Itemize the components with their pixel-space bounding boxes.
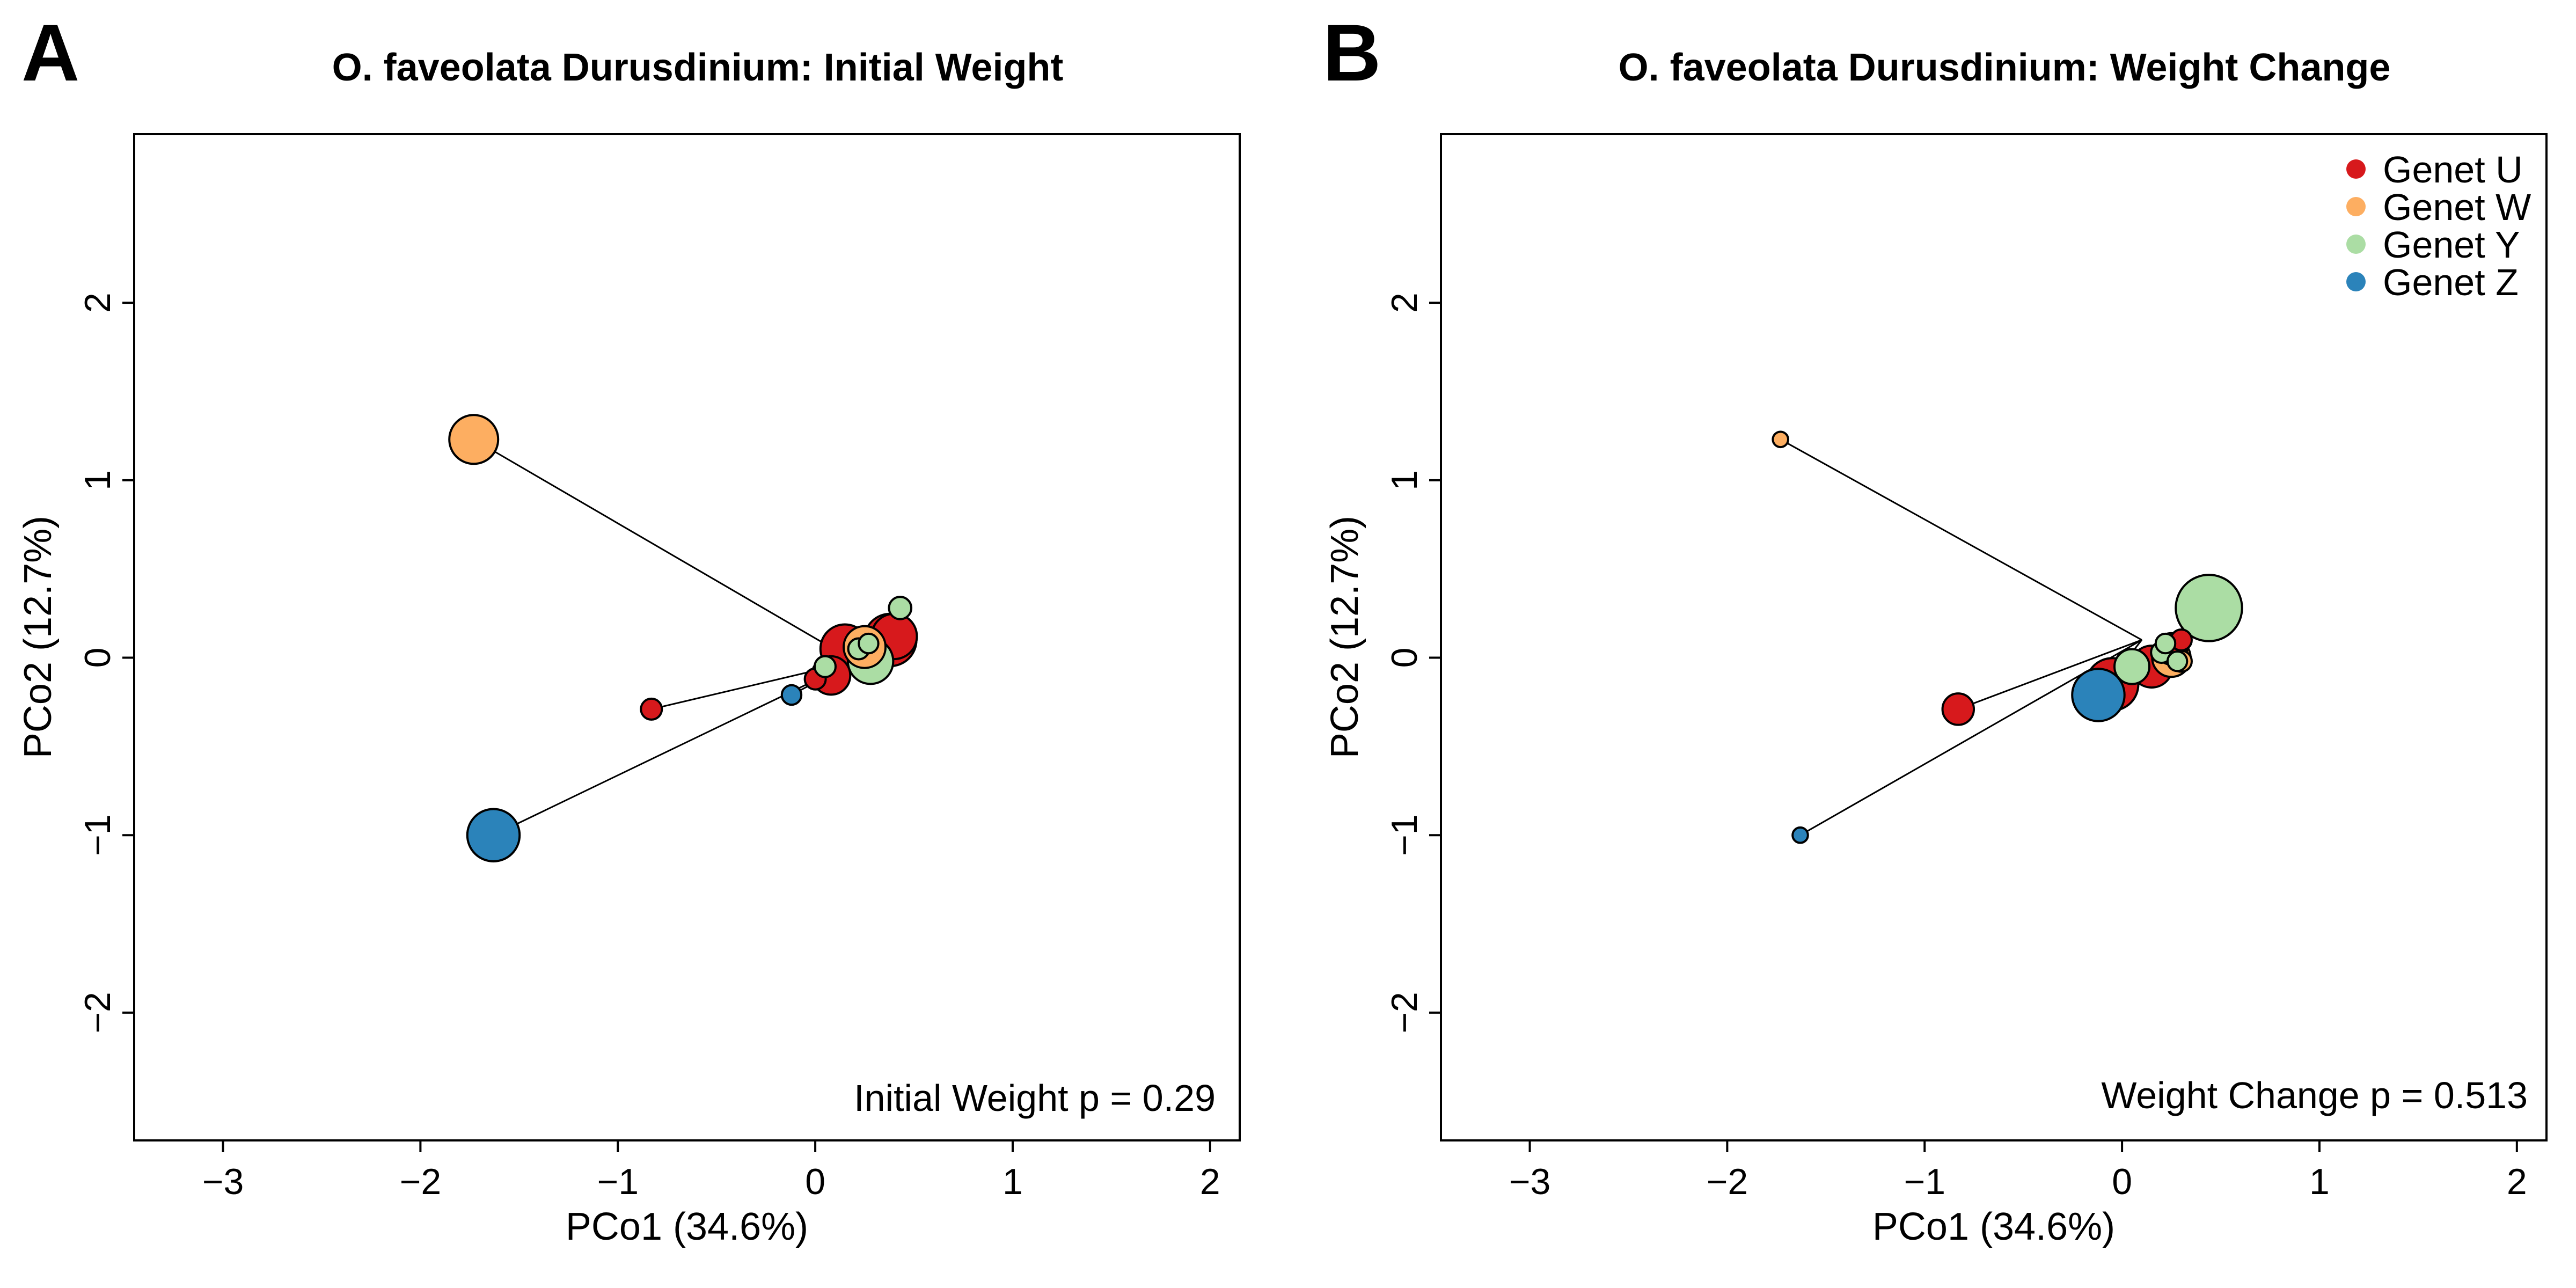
spoke-line (493, 660, 855, 836)
x-axis-label: PCo1 (34.6%) (566, 1205, 808, 1248)
point-genet-y (2113, 648, 2150, 685)
x-axis-label: PCo1 (34.6%) (1872, 1205, 2115, 1248)
point-genet-y (2175, 574, 2243, 642)
point-genet-y (814, 655, 837, 678)
spoke-line (473, 438, 855, 662)
y-axis-label: PCo2 (12.7%) (17, 516, 60, 758)
point-genet-z (780, 684, 803, 706)
plot-frame (133, 133, 1241, 1141)
point-genet-u (1941, 692, 1975, 726)
p-value-annotation: Initial Weight p = 0.29 (854, 1077, 1216, 1119)
plot-frame (1440, 133, 2548, 1141)
spoke-line (1958, 639, 2142, 710)
point-genet-z (466, 808, 521, 862)
spokes-group (1780, 438, 2143, 836)
legend-label: Genet W (2383, 186, 2531, 228)
x-axis: −3 −2 −1 0 1 2 (202, 1140, 1220, 1202)
p-value-annotation: Weight Change p = 0.513 (2101, 1074, 2528, 1116)
y-tick-label: −1 (1384, 814, 1425, 856)
y-axis: −2 −1 0 1 2 (1384, 292, 1441, 1034)
points-group (448, 414, 918, 862)
point-genet-w (1772, 430, 1790, 449)
y-tick-label: 0 (1384, 648, 1425, 668)
y-tick-label: 1 (1384, 470, 1425, 491)
panel-a: A O. faveolata Durusdinium: Initial Weig… (17, 8, 1241, 1248)
panel-b: B O. faveolata Durusdinium: Weight Chang… (1323, 8, 2548, 1248)
chart-title: O. faveolata Durusdinium: Weight Change (1619, 46, 2391, 89)
x-tick-label: −3 (202, 1161, 244, 1202)
spoke-line (1780, 438, 2142, 641)
point-genet-u (640, 697, 663, 721)
x-tick-label: −1 (1904, 1161, 1945, 1202)
legend-swatch (2346, 197, 2366, 216)
y-tick-label: −2 (1384, 992, 1425, 1034)
point-genet-w (448, 414, 500, 465)
x-axis: −3 −2 −1 0 1 2 (1509, 1140, 2527, 1202)
x-tick-label: 2 (2507, 1161, 2527, 1202)
spokes-group (473, 438, 855, 836)
x-tick-label: 0 (2112, 1161, 2132, 1202)
x-tick-label: −3 (1509, 1161, 1551, 1202)
x-tick-label: 2 (1200, 1161, 1220, 1202)
y-tick-label: −1 (77, 814, 118, 856)
x-tick-label: −1 (597, 1161, 639, 1202)
y-tick-label: 0 (77, 648, 118, 668)
legend-label: Genet Z (2383, 261, 2519, 303)
y-axis: −2 −1 0 1 2 (77, 292, 134, 1034)
x-tick-label: −2 (1707, 1161, 1748, 1202)
point-genet-y (858, 632, 880, 655)
legend-swatch (2346, 235, 2366, 254)
x-tick-label: 1 (2309, 1161, 2330, 1202)
points-group (1772, 430, 2243, 844)
point-genet-y (888, 596, 913, 620)
x-tick-label: 1 (1002, 1161, 1023, 1202)
legend-swatch (2346, 272, 2366, 291)
legend-label: Genet U (2383, 149, 2523, 191)
legend-swatch (2346, 159, 2366, 179)
point-genet-z (2071, 668, 2126, 722)
x-tick-label: 0 (805, 1161, 825, 1202)
x-tick-label: −2 (400, 1161, 442, 1202)
y-tick-label: −2 (77, 992, 118, 1034)
y-tick-label: 2 (1384, 292, 1425, 313)
point-genet-y (2154, 632, 2177, 655)
y-axis-label: PCo2 (12.7%) (1323, 516, 1366, 758)
panel-letter: B (1323, 8, 1381, 98)
panel-letter: A (21, 8, 79, 98)
y-tick-label: 2 (77, 292, 118, 313)
legend-label: Genet Y (2383, 224, 2520, 266)
point-genet-y (2166, 650, 2189, 672)
chart-title: O. faveolata Durusdinium: Initial Weight (332, 46, 1064, 89)
y-tick-label: 1 (77, 470, 118, 491)
point-genet-z (1791, 826, 1809, 844)
